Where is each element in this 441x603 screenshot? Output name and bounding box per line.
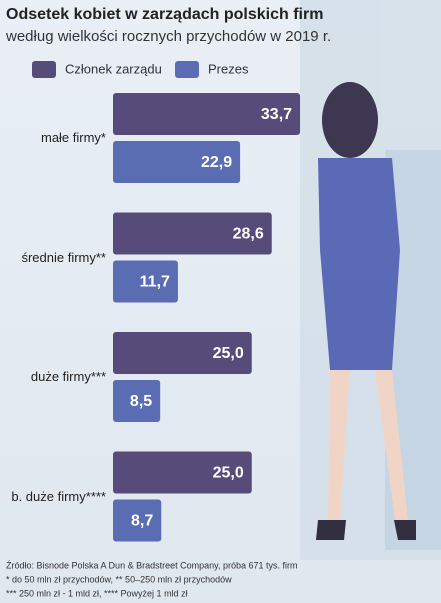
chart-subtitle: według wielkości rocznych przychodów w 2…	[5, 28, 331, 45]
value-label: 22,9	[201, 154, 232, 171]
value-label: 25,0	[213, 465, 244, 482]
category-label: średnie firmy**	[21, 249, 106, 265]
legend-swatch	[175, 61, 199, 78]
footnote: Źródło: Bisnode Polska A Dun & Bradstree…	[6, 560, 297, 570]
bar	[113, 499, 162, 542]
bar	[113, 93, 301, 135]
footnote: *** 250 mln zł - 1 mld zł, **** Powyżej …	[6, 588, 188, 598]
legend-label: Członek zarządu	[65, 61, 162, 76]
bar	[113, 212, 272, 255]
value-label: 8,7	[131, 513, 153, 530]
value-label: 33,7	[261, 106, 292, 123]
value-label: 25,0	[213, 345, 244, 362]
category-label: duże firmy***	[30, 369, 106, 384]
category-label: małe firmy*	[40, 130, 106, 145]
bar	[113, 332, 252, 374]
legs	[328, 370, 408, 520]
value-label: 28,6	[233, 226, 264, 243]
bar	[113, 260, 178, 303]
bar	[113, 380, 161, 422]
dress	[318, 158, 400, 370]
legend-swatch	[32, 61, 56, 78]
legend-label: Prezes	[208, 61, 249, 76]
bar	[113, 451, 252, 494]
shoes	[316, 520, 416, 540]
category-label: b. duże firmy****	[11, 488, 106, 504]
illustration	[300, 0, 441, 560]
footnote: * do 50 mln zł przychodów, ** 50–250 mln…	[6, 574, 232, 584]
bar	[113, 141, 241, 183]
chart-title: Odsetek kobiet w zarządach polskich firm	[6, 6, 323, 23]
value-label: 8,5	[130, 393, 152, 410]
hair	[322, 82, 378, 158]
value-label: 11,7	[140, 274, 170, 291]
